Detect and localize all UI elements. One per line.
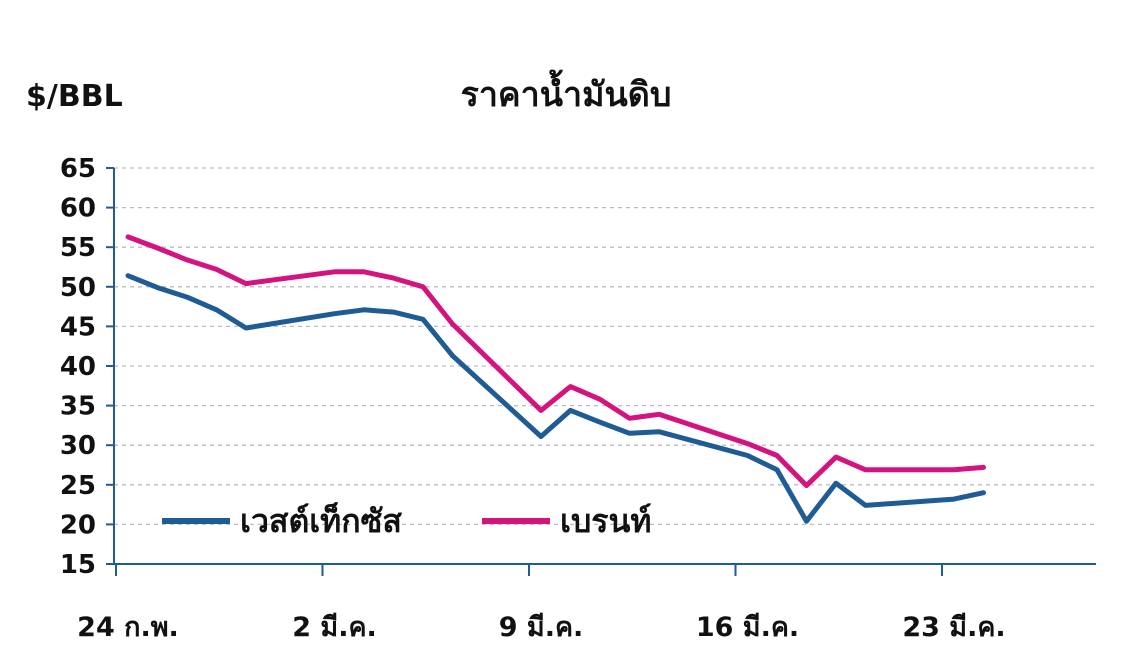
- axes: [106, 167, 1096, 576]
- y-tick-label: 40: [60, 352, 96, 382]
- legend-label: เบรนท์: [560, 502, 651, 540]
- x-tick-labels: 24 ก.พ. 2 มี.ค. 9 มี.ค. 16 มี.ค. 23 มี.ค.: [77, 612, 1006, 643]
- y-tick-labels: 65 60 55 50 45 40 35 30 25 20 15: [60, 154, 96, 580]
- chart-title: ราคาน้ำมันดิบ: [461, 69, 672, 115]
- y-tick-label: 55: [60, 233, 96, 263]
- y-tick-label: 65: [60, 154, 96, 184]
- legend: เวสต์เท็กซัส เบรนท์: [162, 501, 651, 540]
- y-tick-label: 50: [60, 273, 96, 303]
- x-tick-label: 9 มี.ค.: [499, 612, 584, 643]
- series-line-0: [125, 273, 986, 524]
- series-lines: [125, 234, 986, 524]
- gridlines: [114, 167, 1096, 526]
- y-tick-label: 25: [60, 471, 96, 501]
- series-line-1: [125, 234, 986, 489]
- legend-label: เวสต์เท็กซัส: [240, 501, 402, 540]
- y-tick-label: 45: [60, 312, 96, 342]
- x-tick-label: 23 มี.ค.: [902, 612, 1005, 643]
- y-tick-label: 35: [60, 392, 96, 422]
- x-tick-label: 24 ก.พ.: [77, 612, 179, 643]
- x-tick-label: 16 มี.ค.: [696, 612, 799, 643]
- y-tick-label: 15: [60, 550, 96, 580]
- y-tick-label: 30: [60, 431, 96, 461]
- y-tick-label: 60: [60, 194, 96, 224]
- y-axis-label: $/BBL: [26, 79, 123, 114]
- x-tick-label: 2 มี.ค.: [292, 612, 377, 643]
- y-tick-label: 20: [60, 510, 96, 540]
